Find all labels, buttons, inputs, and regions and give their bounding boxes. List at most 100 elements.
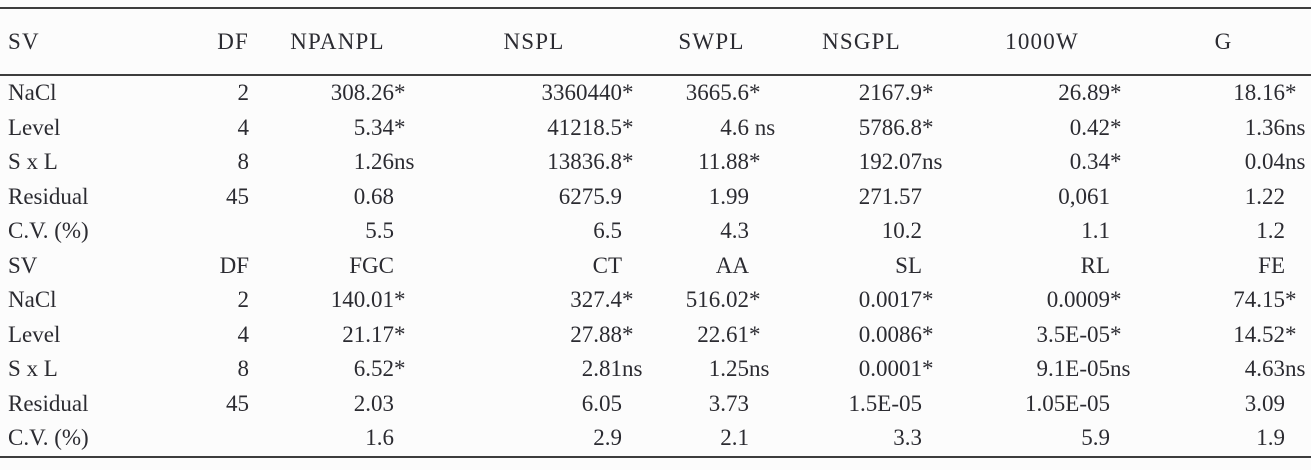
value-number: 2.9 <box>593 425 622 451</box>
table-row: C.V. (%) 1.6 2.9 2.1 3.3 5.9 1.9 <box>0 421 1311 457</box>
significance-mark: ns <box>622 356 643 382</box>
value-cell: 308.26* <box>255 75 420 111</box>
significance-mark: ns <box>1285 149 1306 175</box>
value-cell: 0.0017* <box>775 283 948 318</box>
row-label-cell: S x L <box>8 356 58 382</box>
value-number: 192.07 <box>858 149 922 175</box>
value-cell: 327.4* <box>420 283 648 318</box>
value-number: RL <box>1080 252 1110 278</box>
column-header: NSGPL <box>775 8 948 76</box>
significance-mark: * <box>394 287 406 313</box>
value-number: 1.36 <box>1244 114 1285 140</box>
anova-results-table: SV DF NPANPL NSPL SWPL NSGPL 1000W G NaCl 2 308.2… <box>0 7 1311 458</box>
value-number: 3.09 <box>1244 390 1285 416</box>
significance-mark: * <box>1285 321 1297 347</box>
significance-mark: * <box>1110 80 1122 106</box>
value-cell: 3.73 <box>648 387 775 422</box>
value-number: 41218.5 <box>547 114 622 140</box>
column-header: SV <box>8 252 38 278</box>
df-cell: 2 <box>237 287 250 313</box>
value-cell: 1.22 <box>1136 180 1311 215</box>
df-cell: 45 <box>226 390 249 416</box>
value-cell: 192.07ns <box>775 145 948 180</box>
table-row: C.V. (%) 5.5 6.5 4.3 10.2 1.1 1.2 <box>0 214 1311 249</box>
value-cell: 0.34* <box>948 145 1136 180</box>
significance-mark: * <box>749 80 761 106</box>
value-cell: 2.1 <box>648 421 775 457</box>
column-header: SL <box>775 249 948 284</box>
value-number: 3.5E-05 <box>1036 321 1110 347</box>
significance-mark: ns <box>1285 356 1306 382</box>
value-number: 11.88 <box>698 149 749 175</box>
value-number: 13836.8 <box>547 149 622 175</box>
value-number: 14.52 <box>1233 321 1285 347</box>
row-label-cell: NaCl <box>8 80 57 106</box>
significance-mark: ns <box>1285 114 1306 140</box>
column-header: SV <box>0 8 170 76</box>
value-number: 271.57 <box>858 183 922 209</box>
value-number: 2.1 <box>720 425 749 451</box>
value-number: 1.25 <box>708 356 749 382</box>
value-number: 1.9 <box>1256 425 1285 451</box>
value-cell: 6275.9 <box>420 180 648 215</box>
significance-mark: ns <box>922 149 943 175</box>
value-cell: 1.36ns <box>1136 111 1311 146</box>
value-number: 4.3 <box>720 218 749 244</box>
df-cell: 4 <box>237 114 250 140</box>
value-cell: 1.99 <box>648 180 775 215</box>
value-number: 2167.9 <box>858 80 922 106</box>
value-cell: 10.2 <box>775 214 948 249</box>
significance-mark: * <box>394 114 406 140</box>
df-cell: 4 <box>237 321 250 347</box>
significance-mark: * <box>749 321 761 347</box>
significance-mark: * <box>394 321 406 347</box>
value-cell: 3360440* <box>420 75 648 111</box>
significance-mark: * <box>922 287 934 313</box>
value-cell: 22.61* <box>648 318 775 353</box>
value-cell: 6.5 <box>420 214 648 249</box>
significance-mark: ns <box>749 114 776 140</box>
value-cell: 5.9 <box>948 421 1136 457</box>
value-number: FGC <box>349 252 394 278</box>
table-row: NaCl 2 308.26* 3360440* 3665.6* 2167.9* 26.89*… <box>0 75 1311 111</box>
column-header: DF <box>170 8 255 76</box>
value-cell: 13836.8* <box>420 145 648 180</box>
value-number: 0.0009 <box>1046 287 1110 313</box>
value-cell: 1.26ns <box>255 145 420 180</box>
value-number: 27.88 <box>570 321 622 347</box>
significance-mark: * <box>622 321 634 347</box>
value-cell: 2.9 <box>420 421 648 457</box>
significance-mark: * <box>622 149 634 175</box>
significance-mark: * <box>922 356 934 382</box>
significance-mark: * <box>749 287 761 313</box>
value-cell: 1.25ns <box>648 352 775 387</box>
significance-mark: * <box>622 80 634 106</box>
value-number: 327.4 <box>570 287 622 313</box>
value-cell: 9.1E-05ns <box>948 352 1136 387</box>
row-label-cell: NaCl <box>8 287 57 313</box>
value-number: 10.2 <box>881 218 922 244</box>
value-cell: 2167.9* <box>775 75 948 111</box>
value-number: 1.22 <box>1244 183 1285 209</box>
df-cell <box>170 421 255 457</box>
row-label-cell: C.V. (%) <box>8 218 89 244</box>
value-cell: 5.5 <box>255 214 420 249</box>
column-header: NPANPL <box>255 8 420 76</box>
value-number: 0.42 <box>1069 114 1110 140</box>
value-number: 6275.9 <box>558 183 622 209</box>
significance-mark: * <box>1110 287 1122 313</box>
significance-mark: ns <box>749 356 770 382</box>
header-row: SV DF NPANPL NSPL SWPL NSGPL 1000W G <box>0 8 1311 76</box>
row-label-cell: C.V. (%) <box>8 425 89 451</box>
value-number: 0.0086 <box>858 321 922 347</box>
value-number: 5.34 <box>353 114 394 140</box>
significance-mark: * <box>1110 321 1122 347</box>
value-number: 0.68 <box>353 183 394 209</box>
table-row: Level 4 21.17* 27.88* 22.61* 0.0086* 3.5E-05* 1… <box>0 318 1311 353</box>
df-cell: 8 <box>237 149 250 175</box>
column-header: DF <box>219 252 249 278</box>
significance-mark: * <box>1110 149 1122 175</box>
value-cell: 0.0086* <box>775 318 948 353</box>
value-number: 18.16 <box>1233 80 1285 106</box>
value-number: 1.6 <box>365 425 394 451</box>
